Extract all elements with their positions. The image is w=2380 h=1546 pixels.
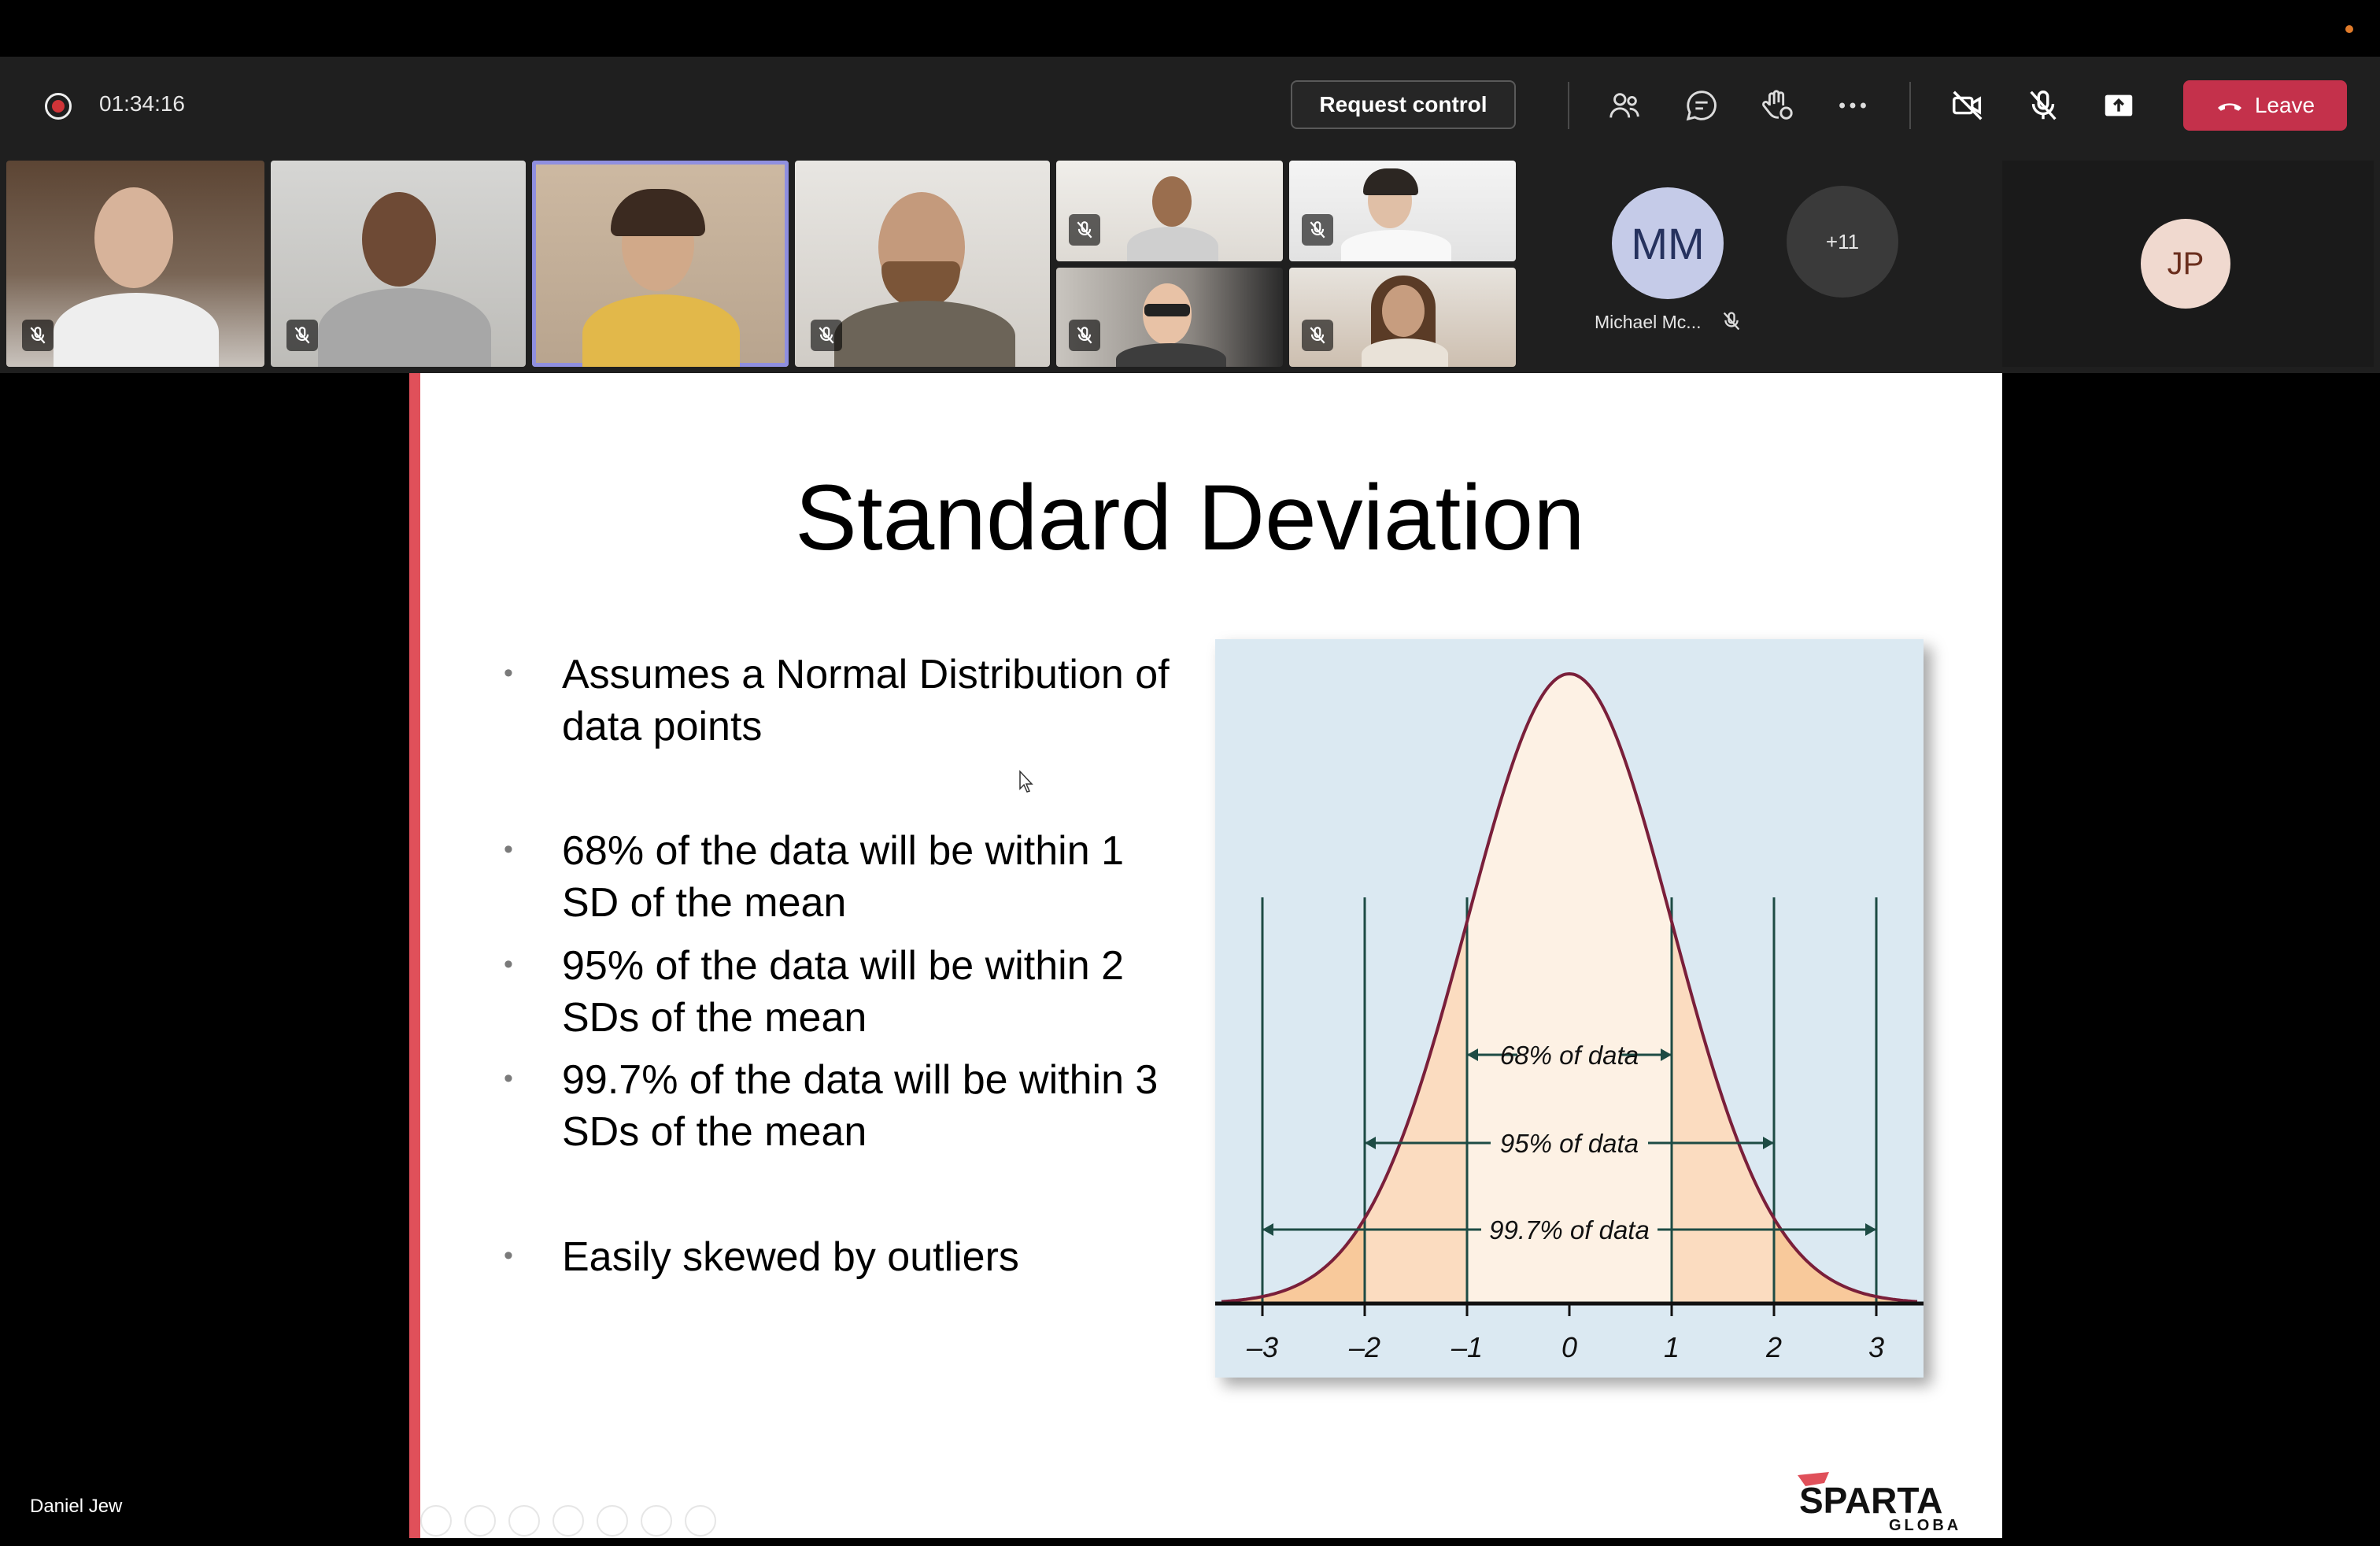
participant-video-tile[interactable] bbox=[1289, 161, 1516, 261]
svg-text:SPARTA: SPARTA bbox=[1799, 1480, 1942, 1521]
annotation-label: 68% of data bbox=[1500, 1041, 1639, 1070]
mouse-cursor-icon bbox=[1019, 770, 1033, 793]
active-speaker-video-tile[interactable] bbox=[532, 161, 789, 367]
participant-name: Michael Mc... bbox=[1595, 312, 1702, 332]
camera-off-icon[interactable] bbox=[1944, 82, 1991, 129]
participant-video-tile[interactable] bbox=[795, 161, 1050, 367]
participant-video-tile[interactable] bbox=[1056, 268, 1283, 367]
chat-icon[interactable] bbox=[1678, 82, 1725, 129]
pen-icon[interactable] bbox=[508, 1505, 540, 1537]
bullet-dot: • bbox=[504, 949, 513, 979]
x-tick-label: 1 bbox=[1664, 1331, 1680, 1363]
tail-area bbox=[1221, 1218, 1365, 1304]
subtitles-icon[interactable] bbox=[641, 1505, 672, 1537]
share-icon[interactable] bbox=[2095, 82, 2142, 129]
participant-video-tile[interactable] bbox=[1289, 268, 1516, 367]
mic-off-icon bbox=[1069, 214, 1100, 246]
meeting-toolbar bbox=[0, 57, 2380, 154]
request-control-button[interactable]: Request control bbox=[1291, 80, 1516, 129]
zoom-icon[interactable] bbox=[597, 1505, 628, 1537]
mic-off-icon[interactable] bbox=[2020, 82, 2067, 129]
mic-off-icon bbox=[1069, 320, 1100, 351]
presenter-name: Daniel Jew bbox=[30, 1496, 123, 1517]
slide-title: Standard Deviation bbox=[795, 466, 1585, 570]
x-tick-label: –2 bbox=[1348, 1331, 1380, 1363]
slide-controls[interactable] bbox=[420, 1505, 716, 1537]
mic-off-icon bbox=[811, 320, 842, 351]
bullet-dot: • bbox=[504, 658, 513, 688]
more-participants-button[interactable]: +11 bbox=[1787, 186, 1898, 298]
bullet-dot: • bbox=[504, 1063, 513, 1093]
arrow-head bbox=[1763, 1137, 1774, 1149]
x-tick-label: –1 bbox=[1451, 1331, 1483, 1363]
arrow-head bbox=[1865, 1223, 1876, 1236]
x-tick-label: 3 bbox=[1868, 1331, 1884, 1363]
bullet-item: • 68% of the data will be within 1 SD of… bbox=[504, 825, 1181, 929]
raise-hand-icon[interactable] bbox=[1754, 82, 1801, 129]
svg-text:GLOBAL: GLOBAL bbox=[1889, 1517, 1961, 1532]
annotation-label: 99.7% of data bbox=[1489, 1215, 1650, 1245]
arrow-head bbox=[1365, 1137, 1376, 1149]
sparta-global-logo: SPARTA GLOBAL bbox=[1798, 1472, 1961, 1532]
mic-off-icon bbox=[286, 320, 318, 351]
one-sd-area bbox=[1467, 674, 1672, 1304]
self-avatar: JP bbox=[2141, 219, 2230, 309]
participant-video-tile[interactable] bbox=[271, 161, 526, 367]
mic-off-icon bbox=[1302, 214, 1333, 246]
arrow-head bbox=[1661, 1049, 1672, 1061]
leave-label: Leave bbox=[2254, 93, 2315, 117]
mic-off-icon bbox=[1302, 320, 1333, 351]
annotation-label: 95% of data bbox=[1500, 1129, 1639, 1158]
title-bar bbox=[0, 0, 2380, 57]
toolbar-divider bbox=[1909, 82, 1911, 129]
mic-off-icon bbox=[1720, 310, 1743, 332]
next-slide-icon[interactable] bbox=[464, 1505, 496, 1537]
x-tick-label: 0 bbox=[1561, 1331, 1577, 1363]
participant-avatar[interactable]: MM bbox=[1612, 187, 1724, 299]
leave-button[interactable]: Leave bbox=[2183, 80, 2347, 131]
x-tick-label: –3 bbox=[1246, 1331, 1278, 1363]
x-tick-label: 2 bbox=[1765, 1331, 1782, 1363]
bullet-item: • Easily skewed by outliers bbox=[504, 1231, 1181, 1283]
phone-hangup-icon bbox=[2217, 103, 2241, 111]
slides-icon[interactable] bbox=[552, 1505, 584, 1537]
bullet-dot: • bbox=[504, 1241, 513, 1270]
normal-distribution-chart: –3 –2 –1 0 1 2 3 68% of data 95% of data 99.7% of… bbox=[1215, 639, 1924, 1378]
bullet-item: • 95% of the data will be within 2 SDs o… bbox=[504, 940, 1181, 1044]
recording-icon bbox=[45, 93, 72, 120]
toolbar-divider bbox=[1568, 82, 1569, 129]
meeting-timer: 01:34:16 bbox=[99, 91, 185, 116]
more-icon[interactable] bbox=[1829, 82, 1876, 129]
bullet-dot: • bbox=[504, 834, 513, 864]
mic-off-icon bbox=[22, 320, 54, 351]
more-options-icon[interactable] bbox=[685, 1505, 716, 1537]
distribution-curve bbox=[1221, 671, 1918, 1304]
participant-video-tile[interactable] bbox=[1056, 161, 1283, 261]
people-icon[interactable] bbox=[1601, 82, 1648, 129]
arrow-head bbox=[1467, 1049, 1478, 1061]
notification-dot bbox=[2345, 25, 2353, 33]
arrow-head bbox=[1262, 1223, 1273, 1236]
tail-area bbox=[1774, 1218, 1917, 1304]
previous-slide-icon[interactable] bbox=[420, 1505, 452, 1537]
bullet-item: • 99.7% of the data will be within 3 SDs… bbox=[504, 1054, 1181, 1158]
participant-video-tile[interactable] bbox=[6, 161, 264, 367]
bullet-item: • Assumes a Normal Distribution of data … bbox=[504, 649, 1181, 753]
slide-accent-bar bbox=[409, 373, 420, 1538]
